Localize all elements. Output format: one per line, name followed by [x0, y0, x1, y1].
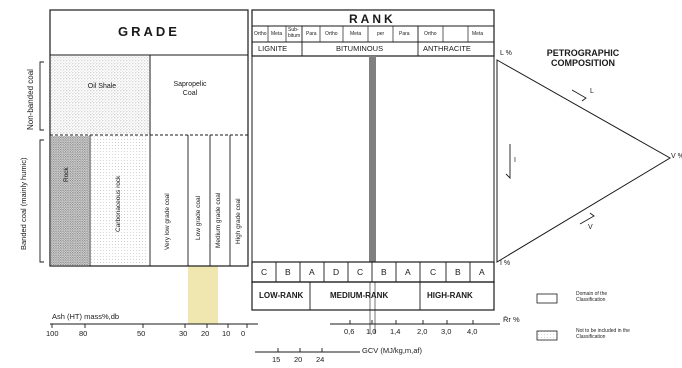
- band-low-rank: LOW-RANK: [259, 291, 304, 300]
- petro-top-label: L %: [500, 50, 512, 57]
- ash-tick-label-2: 50: [137, 329, 146, 338]
- petro-apex-label: V %: [671, 153, 682, 160]
- rank-sub-9: Meta: [472, 31, 484, 37]
- rank-bands-row: [251, 281, 495, 311]
- rank-letter-0: C: [261, 267, 268, 277]
- edge-arrow-bottom: [579, 212, 595, 225]
- rank-marker-bar: [369, 56, 376, 262]
- rank-group-anthracite: ANTHRACITE: [423, 44, 471, 53]
- rank-letter-3: D: [333, 267, 340, 277]
- rank-sub-2: Sub-bitum: [288, 27, 301, 39]
- oil-shale-area: [51, 56, 149, 134]
- rank-letter-4: C: [357, 267, 364, 277]
- non-banded-label: Non-banded coal: [26, 69, 35, 130]
- grade-col-low: Low grade coal: [195, 195, 202, 240]
- grade-col-high: High grade coal: [235, 198, 242, 244]
- petro-edge-top: L: [590, 88, 594, 95]
- rank-sub-0: Ortho: [254, 31, 267, 37]
- banded-bracket: [39, 139, 44, 263]
- ash-axis-ticks: [51, 324, 248, 328]
- petro-edge-bottom: V: [588, 224, 593, 231]
- ash-tick-label-5: 10: [222, 329, 231, 338]
- rank-letter-1: B: [285, 267, 291, 277]
- rank-sub-6: per: [377, 31, 385, 37]
- low-grade-highlight: [188, 266, 218, 324]
- gcv-tick-label-1: 20: [294, 355, 303, 364]
- ro-axis-ticks: [349, 320, 474, 324]
- grade-title: GRADE: [118, 24, 180, 39]
- grade-col-rock: Rock: [63, 167, 70, 182]
- oil-shale-label: Oil Shale: [87, 83, 117, 90]
- ro-tick-label-4: 3,0: [441, 327, 452, 336]
- rank-sub-5: Meta: [350, 31, 362, 37]
- gcv-axis-ticks: [277, 348, 323, 352]
- rank-letter-2: A: [309, 267, 315, 277]
- sapropelic-label: Sapropelic Coal: [173, 81, 207, 98]
- rank-sub-8: Ortho: [424, 31, 437, 37]
- ro-axis-label: R̄r %: [503, 315, 520, 324]
- non-banded-bracket: [39, 61, 44, 131]
- rank-letter-6: A: [405, 267, 411, 277]
- rank-title: RANK: [349, 12, 396, 26]
- rank-sub-4: Ortho: [325, 31, 338, 37]
- ro-tick-label-2: 1,4: [390, 327, 401, 336]
- rank-sub-7: Para: [399, 31, 410, 37]
- carbonaceous-area: [90, 136, 148, 265]
- grade-box: [49, 9, 249, 267]
- ash-tick-label-0: 100: [46, 329, 59, 338]
- band-high-rank: HIGH-RANK: [427, 291, 473, 300]
- rank-letter-7: C: [430, 267, 437, 277]
- legend-label-excluded: Not to be included in the Classification: [576, 328, 630, 340]
- rank-sub-3: Para: [306, 31, 317, 37]
- legend-box-domain: [536, 293, 558, 304]
- grade-col-very-low: Very low grade coal: [164, 193, 171, 250]
- rank-group-bituminous: BITUMINOUS: [336, 44, 384, 53]
- banded-label: Banded coal (mainly humic): [19, 157, 28, 250]
- petrographic-title: PETROGRAPHIC COMPOSITION: [546, 48, 620, 69]
- ash-tick-label-1: 80: [79, 329, 88, 338]
- gcv-tick-label-2: 24: [316, 355, 325, 364]
- ro-tick-label-3: 2,0: [417, 327, 428, 336]
- petro-edge-mid: I: [514, 157, 516, 164]
- ash-tick-label-6: 0: [241, 329, 246, 338]
- rank-letter-8: B: [455, 267, 461, 277]
- petro-bottom-label: I %: [500, 260, 511, 267]
- ro-tick-label-5: 4,0: [467, 327, 478, 336]
- ro-tick-label-1: 1,0: [366, 327, 377, 336]
- ash-tick-label-3: 30: [179, 329, 188, 338]
- legend-box-excluded: [536, 330, 558, 341]
- gcv-axis-label: GCV (MJ/kg,m,af): [362, 346, 423, 355]
- ash-tick-label-4: 20: [201, 329, 210, 338]
- rank-group-lignite: LIGNITE: [258, 44, 288, 53]
- ro-tick-label-0: 0,6: [344, 327, 355, 336]
- grade-col-medium: Medium grade coal: [215, 192, 222, 248]
- rank-sub-1: Meta: [271, 31, 283, 37]
- band-medium-rank: MEDIUM-RANK: [330, 291, 389, 300]
- legend-label-domain: Domain of the Classification: [576, 291, 608, 303]
- rock-area: [51, 136, 89, 265]
- rank-letter-5: B: [381, 267, 387, 277]
- edge-arrow-mid: [505, 144, 511, 180]
- grade-col-carbonaceous: Carbonaceous rock: [115, 175, 122, 232]
- gcv-tick-label-0: 15: [272, 355, 281, 364]
- ash-axis-label: Ash (HT) mass%,db: [52, 312, 120, 321]
- petrographic-triangle: [496, 59, 671, 263]
- rank-letter-9: A: [479, 267, 485, 277]
- edge-arrow-top: [571, 89, 587, 102]
